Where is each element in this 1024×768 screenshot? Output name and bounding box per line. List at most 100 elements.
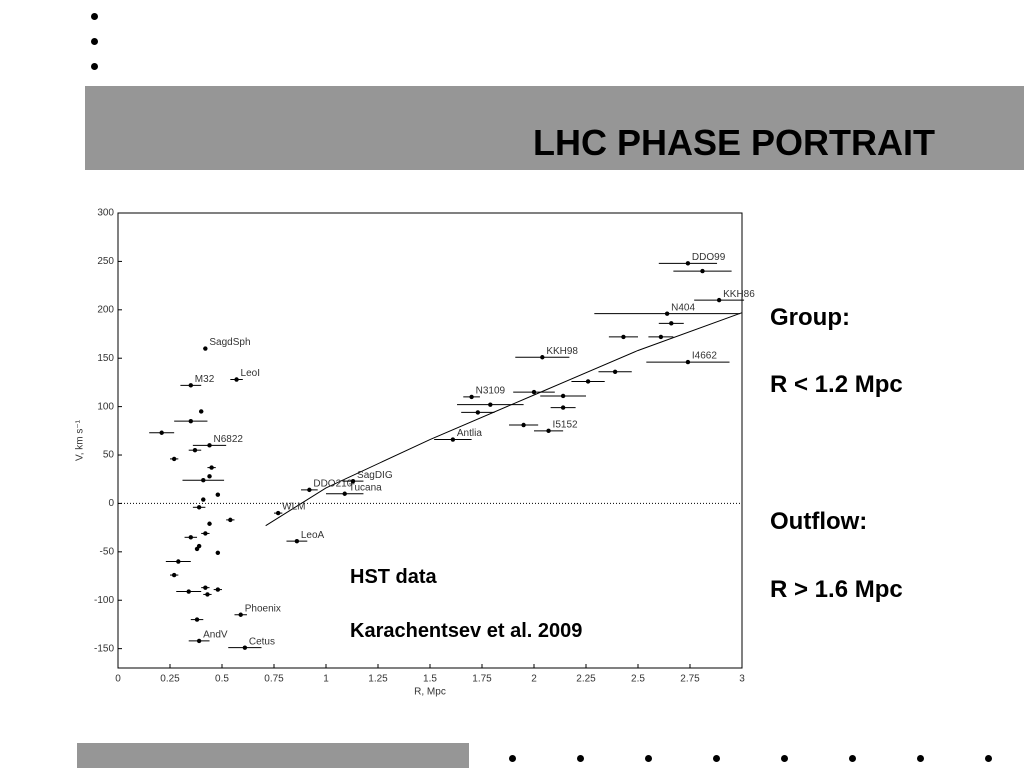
side-text: R < 1.2 Mpc (770, 371, 903, 398)
bullet (849, 755, 856, 762)
bullet (713, 755, 720, 762)
point (207, 474, 212, 479)
y-tick-label: -100 (94, 595, 114, 606)
side-text: Group: (770, 304, 850, 331)
x-tick-label: 2 (531, 674, 537, 685)
point (658, 334, 664, 340)
point (294, 538, 300, 544)
point-label: AndV (203, 630, 228, 641)
point (450, 437, 456, 442)
point (685, 261, 691, 266)
point-label: N404 (671, 302, 695, 313)
x-tick-label: 1.5 (423, 674, 437, 685)
point (234, 377, 239, 382)
y-tick-label: 300 (97, 208, 114, 219)
bullet (985, 755, 992, 762)
y-tick-label: 50 (103, 450, 115, 461)
point (201, 477, 206, 483)
point (215, 492, 221, 497)
point (215, 550, 221, 555)
point (188, 418, 193, 424)
point (585, 379, 591, 384)
point (546, 428, 551, 434)
point (203, 585, 208, 590)
bullet (781, 755, 788, 762)
point-label: Tucana (349, 482, 382, 493)
bullet (91, 63, 98, 70)
y-tick-label: 250 (97, 256, 114, 267)
point (275, 510, 281, 516)
point (199, 409, 204, 414)
point (612, 369, 618, 374)
point (205, 592, 210, 597)
bullet (509, 755, 516, 762)
point-label: M32 (195, 374, 215, 385)
point (560, 393, 566, 399)
x-tick-label: 0.25 (160, 674, 180, 685)
point (621, 334, 626, 340)
x-tick-label: 0.5 (215, 674, 229, 685)
point (207, 521, 212, 526)
point-label: WLM (282, 502, 305, 513)
point (196, 638, 202, 644)
x-tick-label: 1.75 (472, 674, 492, 685)
x-tick-label: 1 (323, 674, 329, 685)
point (188, 383, 193, 388)
point (171, 572, 177, 578)
point-label: SagDIG (357, 470, 393, 481)
point (350, 478, 356, 484)
x-axis-label: R, Mpc (414, 687, 446, 698)
fit-curve (265, 312, 743, 527)
y-axis-label: V, km s⁻¹ (75, 419, 86, 461)
x-tick-label: 2.25 (576, 674, 596, 685)
annotation: HST data (350, 566, 437, 588)
point-label: Antlia (457, 428, 482, 439)
point (186, 589, 191, 594)
point-label: SagdSph (209, 337, 250, 348)
point-label: DDO210 (313, 479, 352, 490)
point (215, 587, 221, 592)
point-label: LeoA (301, 530, 325, 541)
y-tick-label: 200 (97, 304, 114, 315)
point (203, 531, 208, 536)
point (700, 268, 705, 274)
point-label: KKH98 (546, 346, 578, 357)
y-tick-label: -50 (100, 546, 115, 557)
point-label: I4662 (692, 351, 717, 362)
point-label: KKH86 (723, 289, 755, 300)
bullet (91, 38, 98, 45)
point (716, 297, 722, 303)
point (242, 645, 248, 650)
point (188, 535, 193, 540)
point (238, 612, 243, 617)
point (521, 422, 526, 428)
point (475, 410, 481, 415)
point (194, 546, 200, 552)
point-label: DDO99 (692, 252, 726, 263)
point (342, 491, 347, 496)
x-tick-label: 0.75 (264, 674, 284, 685)
point (171, 456, 177, 462)
slide-title: LHC PHASE PORTRAIT (533, 122, 936, 163)
point-label: Phoenix (245, 603, 281, 614)
point-label: LeoI (241, 368, 260, 379)
point-label: N6822 (214, 434, 244, 445)
bullet (577, 755, 584, 762)
point (669, 321, 674, 326)
point (488, 402, 493, 407)
plot-area (117, 212, 743, 669)
bullet (91, 13, 98, 20)
side-text: Outflow: (770, 508, 868, 535)
y-tick-label: 150 (97, 353, 114, 364)
bullet (645, 755, 652, 762)
point (192, 447, 198, 453)
point (469, 394, 474, 400)
point (176, 559, 181, 564)
point (209, 465, 214, 470)
point (196, 505, 202, 510)
point (201, 497, 206, 502)
footer-bar (77, 743, 469, 768)
point (203, 346, 208, 351)
point (228, 517, 233, 523)
